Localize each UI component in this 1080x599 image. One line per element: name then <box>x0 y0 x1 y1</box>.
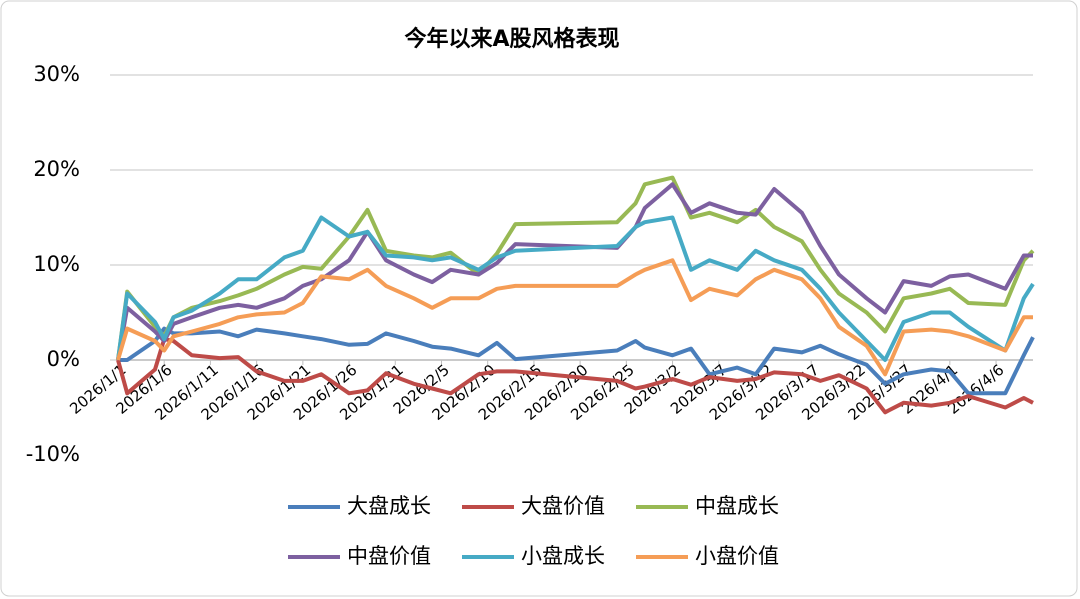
series-line <box>116 258 1033 377</box>
series-line <box>116 215 1035 362</box>
chart-title: 今年以来A股风格表现 <box>404 26 619 52</box>
y-tick-label: 20% <box>33 157 80 181</box>
series-line <box>116 337 1034 415</box>
legend-label: 小盘价值 <box>695 544 779 568</box>
series-line <box>118 326 1035 396</box>
legend-label: 大盘价值 <box>521 494 605 518</box>
legend-label: 中盘价值 <box>347 544 431 568</box>
legend-label: 小盘成长 <box>521 544 605 568</box>
y-tick-label: 30% <box>33 62 80 86</box>
legend-label: 大盘成长 <box>347 494 431 518</box>
y-tick-label: 0% <box>47 347 80 371</box>
series-line <box>116 175 1035 361</box>
legend-label: 中盘成长 <box>695 494 779 518</box>
y-tick-label: -10% <box>26 442 80 466</box>
y-tick-label: 10% <box>33 252 80 276</box>
series-line <box>116 182 1033 361</box>
